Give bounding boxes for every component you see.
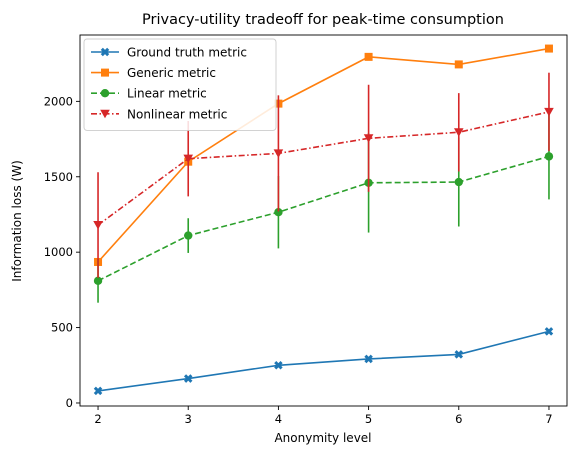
x-tick-label: 6 bbox=[455, 412, 462, 426]
legend: Ground truth metric Generic metric Linear … bbox=[83, 38, 277, 131]
legend-marker-nonlinear-metric bbox=[100, 109, 110, 119]
x-tick-label: 4 bbox=[275, 412, 282, 426]
legend-label-linear-metric: Linear metric bbox=[127, 87, 207, 101]
data-point-linear-metric bbox=[93, 276, 103, 286]
series-line-nonlinear-metric bbox=[97, 111, 550, 226]
data-point-linear-metric bbox=[184, 231, 193, 240]
data-point-generic-metric bbox=[364, 52, 373, 61]
y-tick-label: 2000 bbox=[44, 94, 73, 108]
legend-label-nonlinear-metric: Nonlinear metric bbox=[127, 107, 227, 121]
axis-ticks: 2 3 4 5 6 7 0 500 1000 1500 2000 bbox=[44, 94, 553, 426]
series-line-ground-truth-metric bbox=[97, 330, 550, 392]
y-axis-label: Information loss (W) bbox=[10, 160, 24, 282]
legend-marker-ground-truth-metric bbox=[100, 47, 110, 57]
x-tick-label: 3 bbox=[185, 412, 192, 426]
y-tick-label: 1000 bbox=[44, 245, 73, 259]
y-tick-label: 500 bbox=[51, 321, 73, 335]
data-point-generic-metric bbox=[454, 60, 463, 69]
series-line-generic-metric bbox=[97, 47, 550, 263]
data-point-nonlinear-metric bbox=[544, 107, 554, 117]
data-point-linear-metric bbox=[544, 152, 554, 161]
chart-title: Privacy-utility tradeoff for peak-time c… bbox=[142, 12, 504, 28]
x-tick-label: 7 bbox=[545, 412, 552, 426]
data-point-generic-metric bbox=[544, 44, 553, 53]
data-point-ground-truth-metric bbox=[183, 374, 193, 383]
legend-item-nonlinear-metric: Nonlinear metric bbox=[91, 107, 227, 121]
series-line-linear-metric bbox=[97, 155, 550, 282]
data-point-ground-truth-metric bbox=[544, 327, 554, 336]
legend-item-generic-metric: Generic metric bbox=[91, 66, 216, 80]
data-point-linear-metric bbox=[274, 208, 283, 217]
legend-item-linear-metric: Linear metric bbox=[91, 87, 207, 101]
data-point-ground-truth-metric bbox=[93, 386, 103, 396]
legend-box bbox=[83, 38, 277, 131]
plot-area bbox=[93, 44, 554, 396]
data-point-ground-truth-metric bbox=[454, 350, 464, 359]
x-tick-label: 5 bbox=[365, 412, 372, 426]
legend-marker-generic-metric bbox=[101, 68, 109, 77]
data-point-nonlinear-metric bbox=[183, 154, 194, 164]
data-point-ground-truth-metric bbox=[274, 361, 283, 370]
data-point-nonlinear-metric bbox=[273, 149, 284, 158]
series-ground-truth-metric bbox=[93, 327, 554, 396]
series-linear-metric bbox=[93, 113, 554, 303]
x-tick-label: 2 bbox=[94, 412, 101, 426]
legend-item-ground-truth-metric: Ground truth metric bbox=[91, 46, 247, 60]
legend-marker-linear-metric bbox=[100, 89, 110, 98]
data-point-nonlinear-metric bbox=[93, 221, 103, 230]
legend-label-ground-truth-metric: Ground truth metric bbox=[127, 46, 247, 60]
plot-frame bbox=[79, 34, 568, 407]
data-point-nonlinear-metric bbox=[363, 134, 374, 143]
x-axis-label: Anonymity level bbox=[274, 431, 371, 445]
data-point-ground-truth-metric bbox=[364, 354, 373, 364]
series-nonlinear-metric bbox=[93, 72, 554, 278]
legend-label-generic-metric: Generic metric bbox=[127, 66, 216, 80]
data-point-nonlinear-metric bbox=[453, 128, 464, 137]
data-point-linear-metric bbox=[454, 177, 463, 187]
y-tick-label: 1500 bbox=[44, 170, 73, 184]
y-tick-label: 0 bbox=[66, 396, 73, 410]
